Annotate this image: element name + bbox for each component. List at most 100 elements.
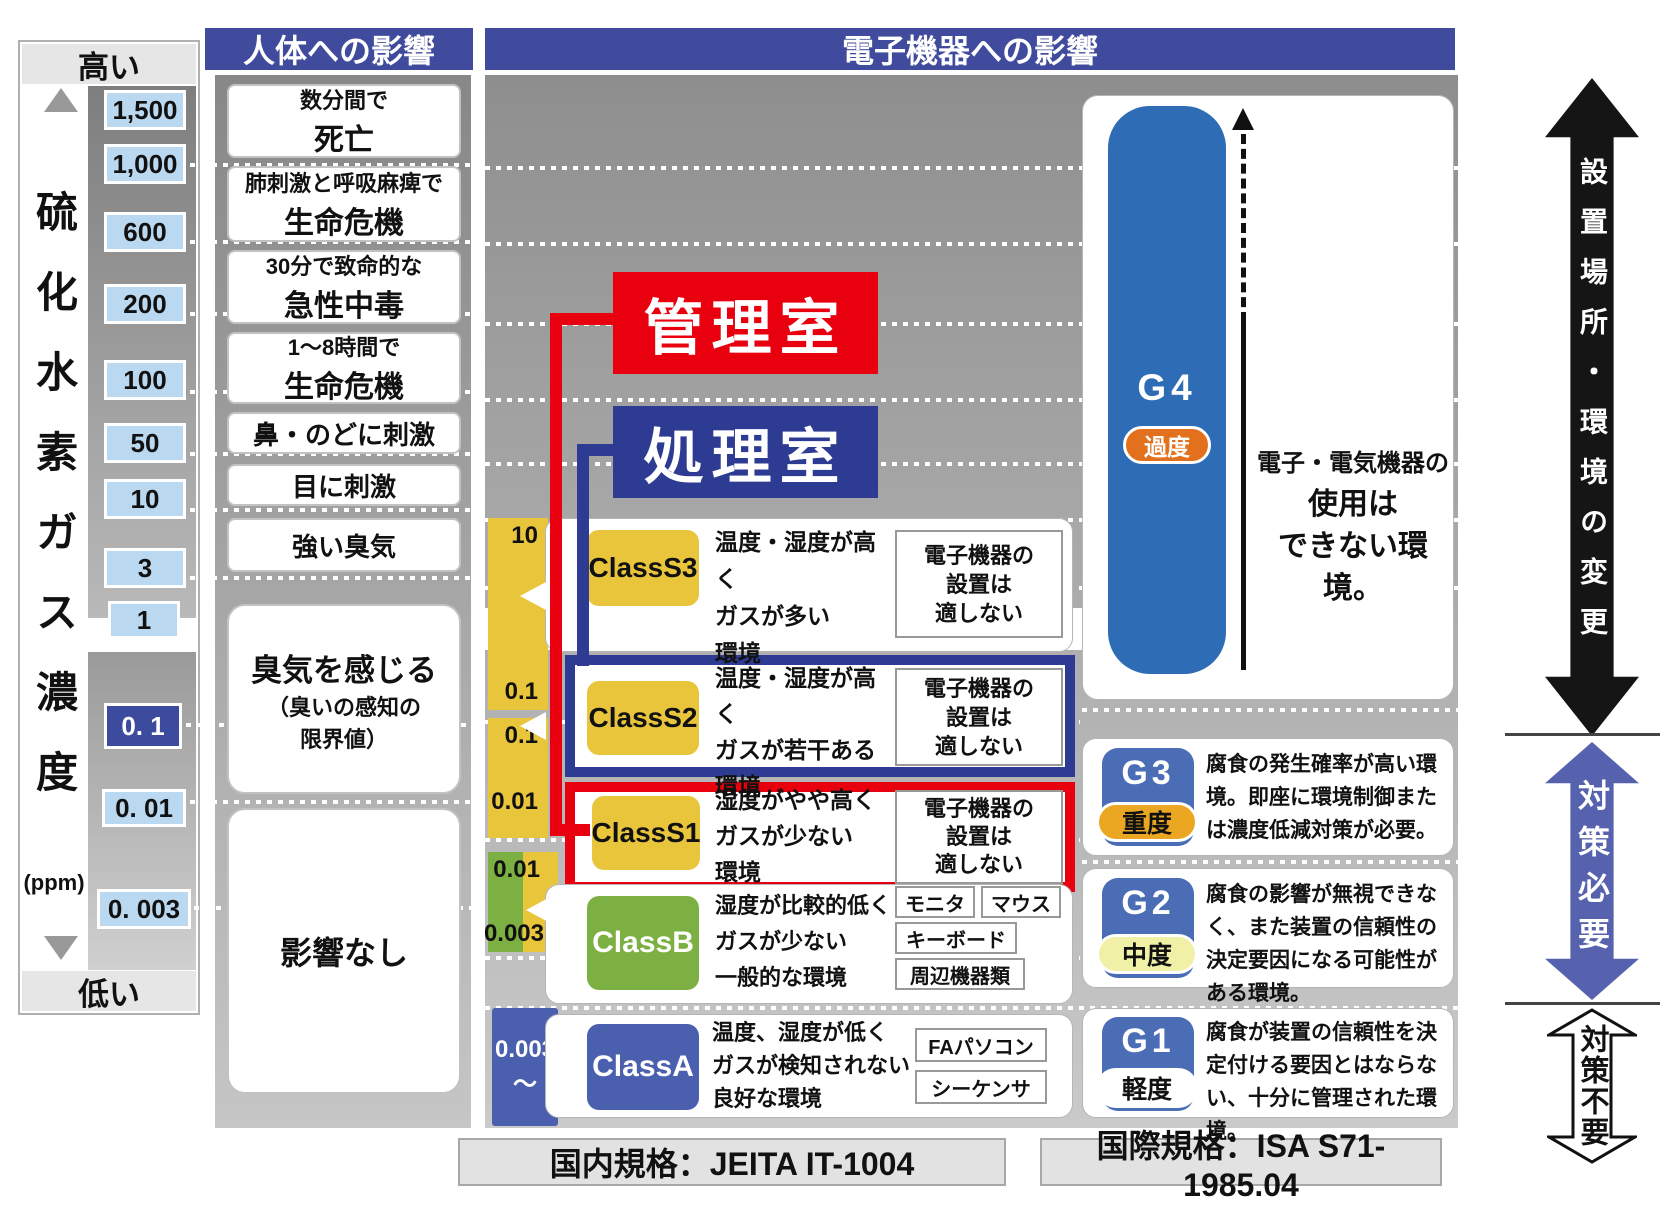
desc-line: 温度・湿度が高く [715, 529, 876, 592]
scale-100: 100 [104, 360, 186, 400]
human-box-eye: 目に刺激 [227, 464, 461, 506]
dotted-line-200-main [485, 322, 1458, 326]
classa-tag-sequencer: シーケンサ [915, 1070, 1047, 1104]
human-box-strong-odor: 強い臭気 [227, 518, 461, 572]
desc-line: ガスが若干ある [715, 737, 876, 763]
classs1-desc: 湿度がやや高く ガスが少ない 環境 [715, 782, 895, 894]
desc-line: 温度、湿度が低く [712, 1020, 889, 1045]
note-line: 設置は [945, 824, 1012, 849]
desc-line: ガスが検知されない [712, 1053, 911, 1078]
countermeasure-unneeded-arrow [1547, 1008, 1637, 1164]
range-bar-b-top-label: 0.01 [493, 856, 540, 883]
classs2-badge: ClassS2 [587, 681, 699, 755]
countermeasure-unneeded-text: 対策不要 [1576, 1024, 1608, 1148]
desc-line: 湿度がやや高く [715, 787, 876, 813]
domestic-standard-bar: 国内規格：JEITA IT-1004 [458, 1138, 1006, 1186]
kanri-connector-h-bottom [550, 824, 590, 836]
countermeasure-needed-text: 対策必要 [1574, 779, 1610, 963]
classs3-desc: 温度・湿度が高く ガスが多い 環境 [715, 524, 895, 666]
g4-label: G4 [1137, 367, 1197, 408]
desc-line: ガスが少ない [715, 929, 848, 954]
scale-10: 10 [104, 479, 186, 519]
g3-text: 腐食の発生確率が高い環境。即座に環境制御または濃度低減対策が必要。 [1206, 753, 1437, 842]
shori-room-label: 処理室 [613, 406, 878, 498]
scale-0-1: 0. 1 [104, 703, 182, 749]
axis-down-arrow-icon [44, 936, 78, 960]
desc-line: 環境 [715, 640, 761, 666]
human-box-line1: 数分間で [299, 88, 388, 113]
range-bar-b-bottom-label: 0.003 [483, 920, 544, 947]
g4-text-line2: 使用は [1308, 488, 1398, 521]
desc-line: 温度・湿度が高く [715, 665, 876, 727]
dotted-line-1000-main [485, 166, 1458, 170]
desc-line: 湿度が比較的低く [715, 893, 892, 918]
tail-classb [526, 896, 552, 924]
axis-high-label: 高い [22, 44, 196, 85]
human-box-line2: 急性中毒 [284, 290, 404, 323]
countermeasure-unneeded-label: 対策不要 [1547, 1008, 1637, 1164]
human-box-line1: 肺刺激と呼吸麻痺で [244, 171, 443, 196]
classs3-badge: ClassS3 [587, 530, 699, 606]
axis-up-arrow-icon [44, 88, 78, 112]
classb-tag-keyboard: キーボード [895, 922, 1017, 954]
scale-0-01: 0. 01 [102, 789, 186, 827]
kanri-connector-h-top [550, 313, 616, 325]
scale-0-003: 0. 003 [97, 889, 191, 929]
g4-kado-pill: 過度 [1123, 426, 1211, 464]
scale-3: 3 [104, 548, 186, 588]
human-box-line2: 生命危機 [284, 207, 404, 240]
classb-tag-mouse: マウス [981, 886, 1061, 918]
international-standard-bar: 国際規格：ISA S71-1985.04 [1040, 1128, 1442, 1203]
dotted-line-g4-bottom [1082, 708, 1458, 712]
dotted-line-g3-g2 [1082, 860, 1458, 864]
range-bar-s3-bottom-label: 0.1 [504, 678, 538, 705]
desc-line: 環境 [715, 859, 761, 885]
classb-tag-monitor: モニタ [895, 886, 975, 918]
g1-label: G1 [1121, 1022, 1175, 1060]
human-box-line2: 生命危機 [284, 371, 404, 404]
scale-1500: 1,500 [104, 90, 186, 130]
dotted-line-1000 [190, 163, 473, 167]
human-box-nose: 鼻・のどに刺激 [227, 412, 461, 454]
classs2-desc: 温度・湿度が高く ガスが若干ある 環境 [715, 660, 895, 799]
countermeasure-needed-label: 対策必要 [1545, 742, 1639, 1000]
desc-line: 一般的な環境 [715, 965, 848, 990]
tail-classs2 [520, 712, 546, 740]
classs2-label: ClassS2 [588, 702, 698, 733]
note-line: 適しない [934, 600, 1023, 626]
range-bar-a-tilde: ～ [513, 1070, 537, 1098]
shori-connector-v [577, 444, 589, 666]
g4-dashed-arrowhead-icon [1232, 108, 1254, 130]
classs1-badge: ClassS1 [592, 796, 700, 870]
environment-change-text: 設置場所・環境の変更 [1577, 157, 1608, 657]
dotted-line-3 [190, 576, 473, 580]
classs1-label: ClassS1 [591, 817, 701, 848]
g4-bar [1108, 106, 1226, 674]
note-line: 設置は [945, 704, 1012, 730]
dotted-line-10 [190, 508, 473, 512]
g3-label: G3 [1121, 754, 1175, 792]
desc-line: 良好な環境 [712, 1086, 823, 1111]
g3-judo-pill: 重度 [1096, 802, 1198, 842]
separator-line-top [1505, 733, 1660, 736]
classs2-note-box: 電子機器の 設置は 適しない [895, 668, 1063, 766]
dotted-line-600 [190, 240, 473, 244]
g4-dashed-line [1241, 134, 1246, 322]
g2-label: G2 [1121, 884, 1175, 922]
dotted-line-0-01-left [190, 800, 473, 804]
g2-text: 腐食の影響が無視できなく、また装置の信頼性の決定要因になる可能性がある環境。 [1206, 883, 1437, 1005]
classb-tag-peripherals: 周辺機器類 [895, 958, 1025, 990]
human-box-line2: （臭いの感知の [266, 694, 421, 720]
dotted-line-50 [190, 452, 473, 456]
dotted-line-g2-g1 [485, 1006, 1458, 1010]
axis-unit: (ppm) [23, 870, 85, 895]
scale-200: 200 [104, 284, 186, 324]
range-bar-s2-bottom-label: 0.01 [491, 788, 538, 815]
g2-badge: G2 [1102, 878, 1194, 978]
shori-connector-h [577, 444, 616, 456]
axis-low-label: 低い [22, 971, 196, 1012]
desc-line: ガスが少ない [715, 823, 853, 849]
human-box-1-8h: 1～8時間で 生命危機 [227, 332, 461, 404]
classb-badge: ClassB [587, 896, 699, 990]
